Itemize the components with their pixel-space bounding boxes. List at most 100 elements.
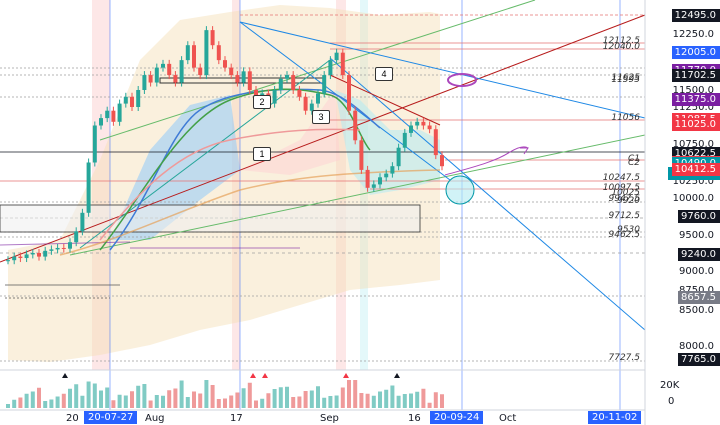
- candle[interactable]: [378, 177, 382, 185]
- price-tick: 9000.0: [679, 266, 714, 277]
- time-marker-label-1[interactable]: 20-07-27: [84, 411, 138, 424]
- candle[interactable]: [347, 75, 351, 111]
- candle[interactable]: [241, 71, 246, 83]
- candle[interactable]: [161, 63, 165, 68]
- volume-bar: [322, 397, 327, 408]
- candle[interactable]: [440, 155, 444, 167]
- candle[interactable]: [384, 173, 389, 178]
- volume-bar: [111, 400, 116, 408]
- candle[interactable]: [359, 140, 364, 170]
- candle[interactable]: [18, 256, 23, 259]
- candle[interactable]: [223, 60, 227, 68]
- candle[interactable]: [285, 75, 289, 79]
- candle[interactable]: [142, 75, 147, 90]
- callout-2[interactable]: 2: [253, 95, 271, 109]
- candle[interactable]: [204, 30, 209, 76]
- candle[interactable]: [37, 253, 41, 257]
- level-annotation: 10247.5: [602, 173, 640, 184]
- candle[interactable]: [12, 256, 17, 261]
- candle[interactable]: [365, 169, 370, 188]
- volume-bar: [142, 384, 147, 408]
- volume-bar: [421, 388, 426, 408]
- candle[interactable]: [390, 166, 395, 174]
- candle[interactable]: [427, 125, 432, 130]
- candle[interactable]: [49, 249, 54, 251]
- candle[interactable]: [235, 75, 240, 83]
- candle[interactable]: [309, 103, 314, 111]
- candle[interactable]: [402, 132, 407, 148]
- volume-bar: [235, 392, 240, 408]
- range-box[interactable]: [0, 204, 421, 233]
- candle[interactable]: [117, 103, 122, 122]
- candle[interactable]: [74, 231, 79, 243]
- candle[interactable]: [192, 45, 196, 68]
- candle[interactable]: [80, 212, 85, 232]
- candle[interactable]: [92, 125, 97, 163]
- volume-bar: [99, 390, 103, 408]
- candle[interactable]: [340, 52, 345, 76]
- candlesticks[interactable]: [6, 26, 444, 265]
- volume-bar: [49, 399, 54, 408]
- candle[interactable]: [409, 125, 413, 133]
- candle[interactable]: [185, 45, 190, 61]
- time-marker-label-2[interactable]: 20-09-24: [430, 411, 484, 424]
- candle[interactable]: [179, 60, 184, 83]
- volume-bar: [105, 387, 110, 408]
- candle[interactable]: [105, 110, 110, 119]
- target-ellipse[interactable]: [447, 73, 477, 87]
- candle[interactable]: [433, 129, 438, 156]
- candle[interactable]: [415, 121, 420, 126]
- candle[interactable]: [6, 260, 10, 262]
- candle[interactable]: [229, 67, 234, 76]
- price-label: 9240.0: [678, 247, 720, 261]
- candle[interactable]: [167, 63, 172, 76]
- candle[interactable]: [173, 75, 178, 83]
- price-label: 9760.0: [678, 209, 720, 223]
- candle[interactable]: [396, 147, 401, 167]
- callout-1[interactable]: 1: [253, 147, 271, 161]
- candle[interactable]: [210, 30, 215, 46]
- volume-bar: [247, 382, 252, 408]
- candle[interactable]: [30, 253, 35, 255]
- candle[interactable]: [328, 60, 333, 76]
- trend-lines[interactable]: [0, 0, 646, 331]
- candle[interactable]: [55, 247, 60, 250]
- candle[interactable]: [99, 118, 103, 126]
- candle[interactable]: [61, 247, 66, 249]
- candle[interactable]: [198, 67, 203, 76]
- candle[interactable]: [421, 121, 426, 126]
- volume-bar: [266, 393, 271, 408]
- candle[interactable]: [303, 96, 308, 111]
- candle[interactable]: [334, 52, 339, 61]
- candle[interactable]: [43, 250, 48, 257]
- candle[interactable]: [322, 75, 327, 94]
- candle[interactable]: [154, 67, 159, 83]
- support-circle[interactable]: [445, 175, 475, 205]
- volume-bar: [216, 399, 221, 408]
- candle[interactable]: [136, 90, 141, 107]
- candle[interactable]: [130, 96, 134, 107]
- candle[interactable]: [111, 110, 116, 122]
- candle[interactable]: [123, 96, 128, 104]
- volume-bar: [316, 386, 320, 408]
- callout-3[interactable]: 3: [312, 110, 330, 124]
- candle[interactable]: [247, 71, 252, 90]
- candle[interactable]: [254, 90, 258, 97]
- volume-bar: [24, 393, 29, 408]
- candle[interactable]: [316, 93, 320, 104]
- candle[interactable]: [371, 184, 376, 188]
- candle[interactable]: [291, 75, 296, 90]
- candle[interactable]: [216, 45, 221, 61]
- candle[interactable]: [148, 75, 153, 83]
- candle[interactable]: [297, 90, 302, 97]
- candle[interactable]: [272, 90, 277, 104]
- candle[interactable]: [278, 78, 283, 90]
- candle[interactable]: [68, 242, 72, 249]
- time-marker-label-3[interactable]: 20-11-02: [588, 411, 642, 424]
- projection-arrow[interactable]: [444, 146, 529, 176]
- candle[interactable]: [24, 254, 29, 259]
- callout-4[interactable]: 4: [375, 67, 393, 81]
- candle[interactable]: [353, 110, 358, 141]
- candle[interactable]: [86, 162, 91, 213]
